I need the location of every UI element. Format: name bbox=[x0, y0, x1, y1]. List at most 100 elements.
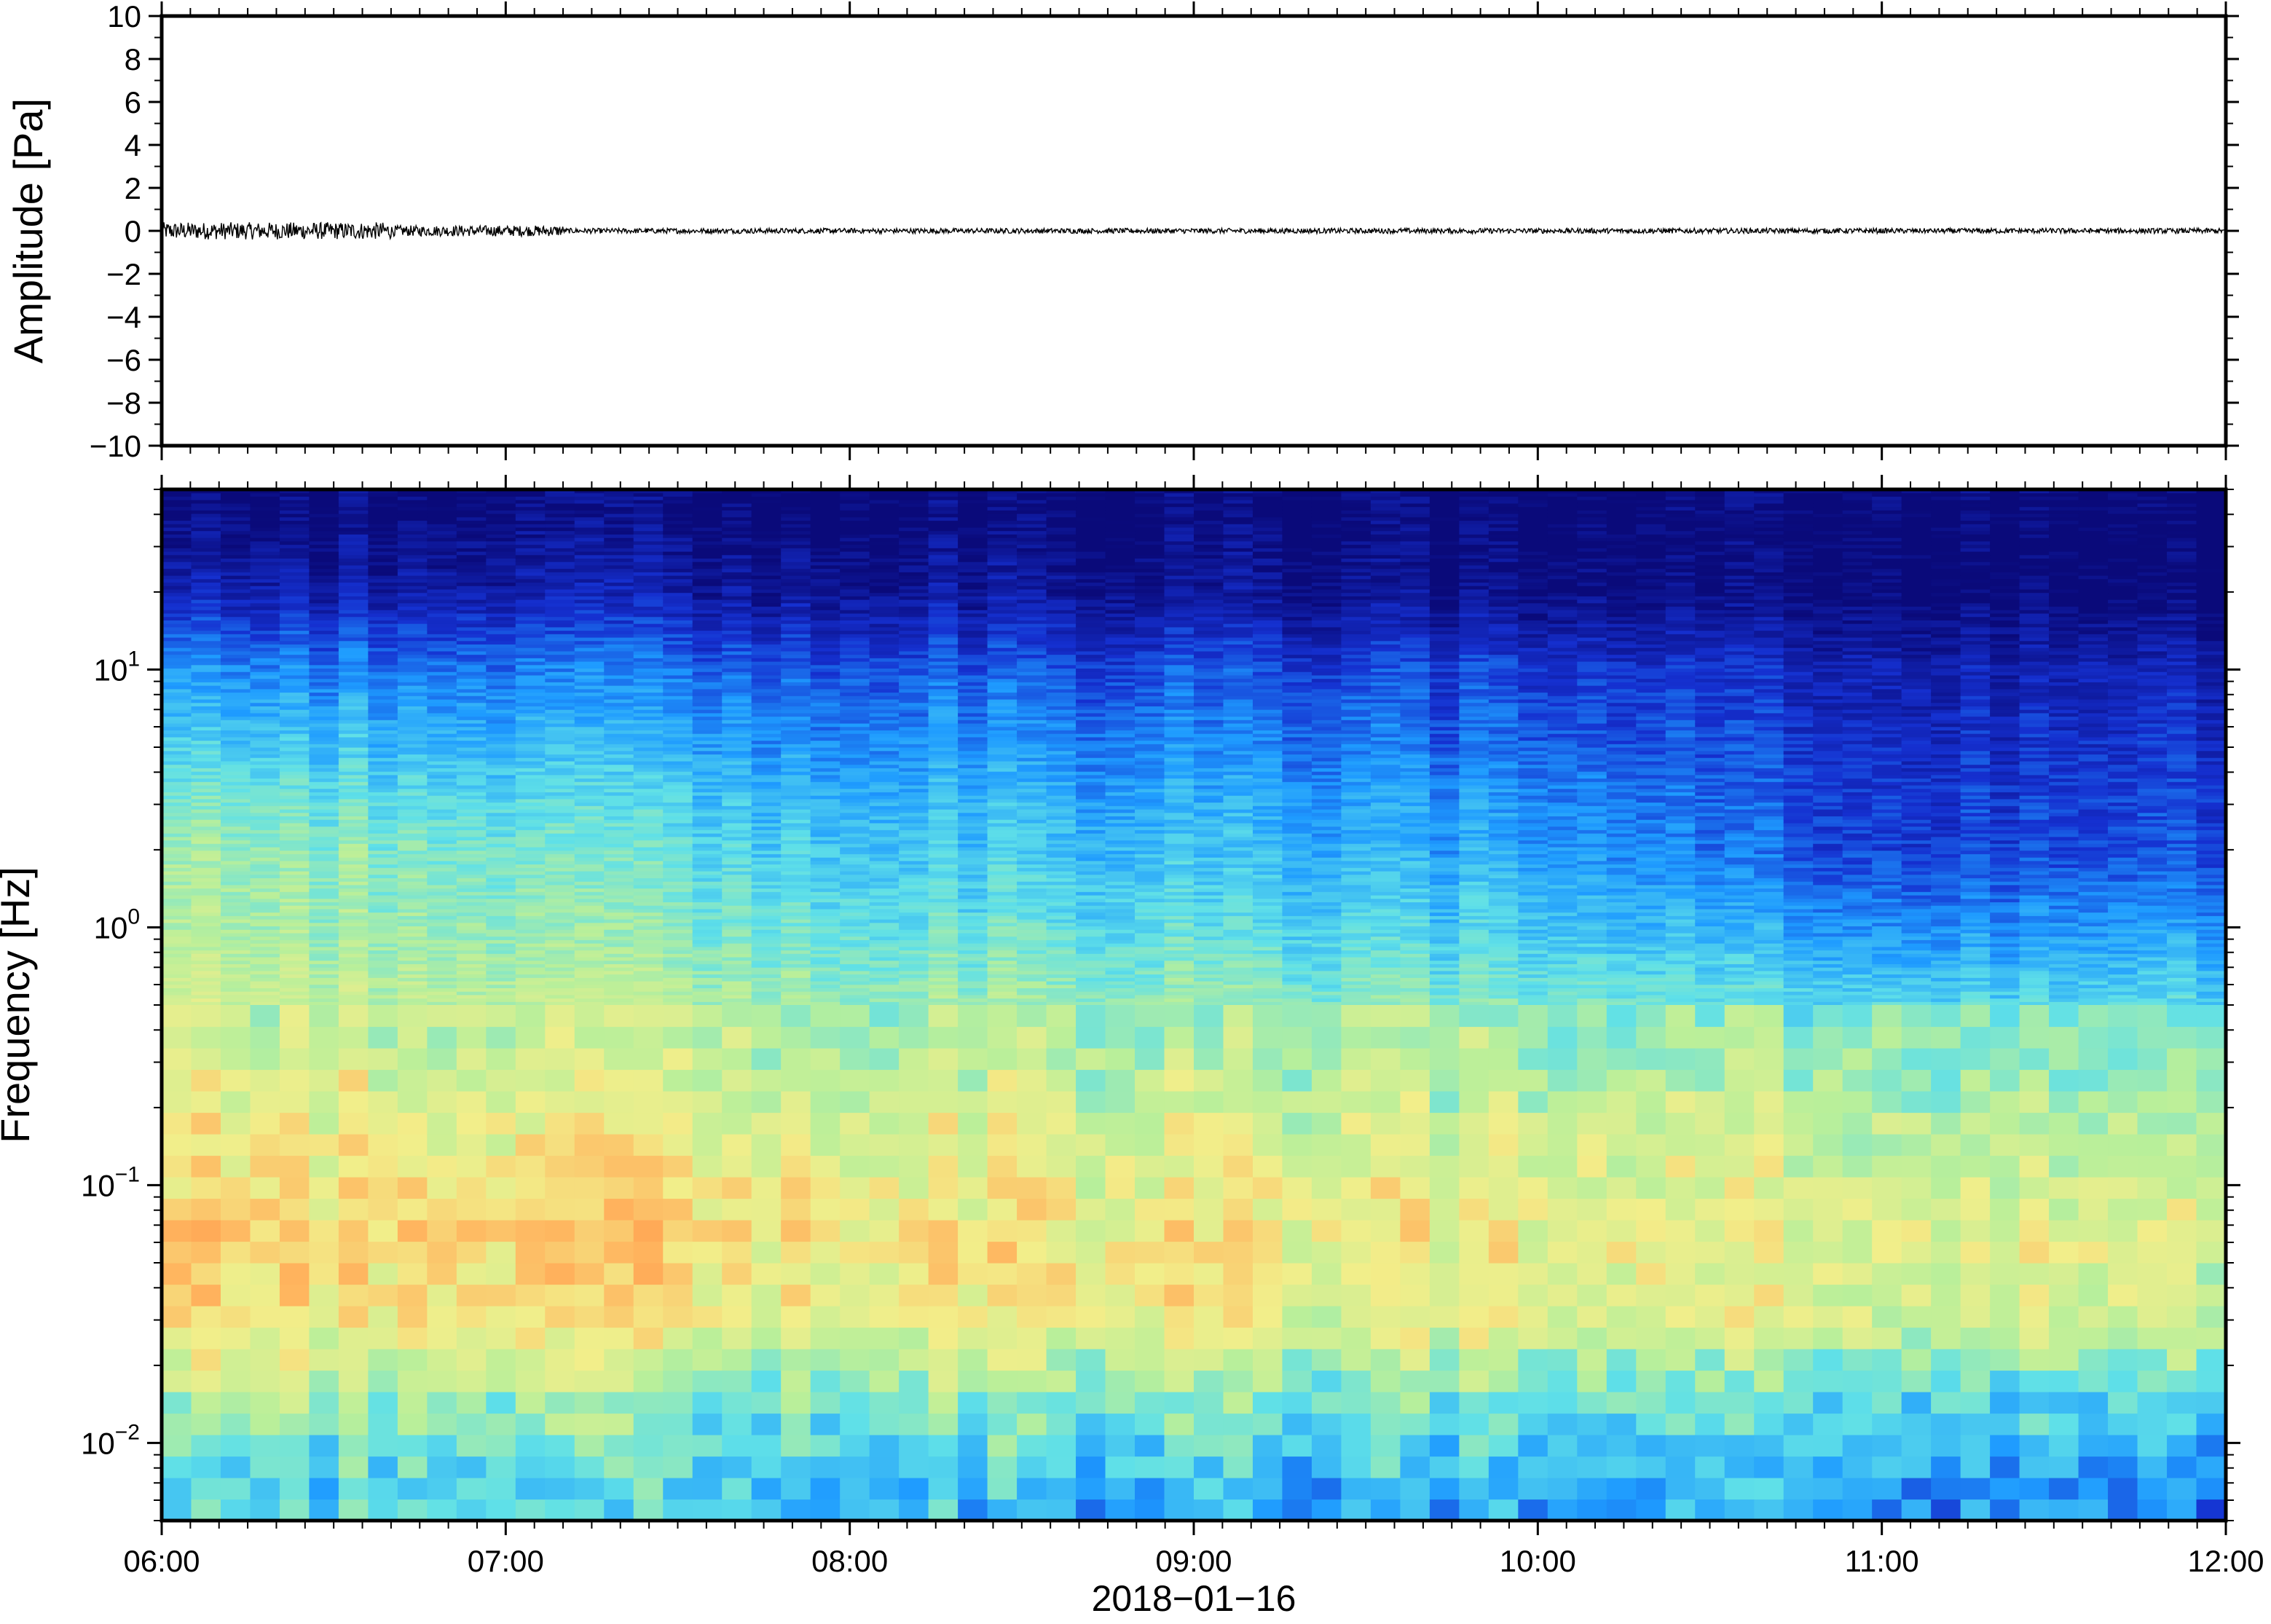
spectrogram-cell bbox=[279, 998, 310, 1002]
spectrogram-cell bbox=[427, 1112, 457, 1135]
spectrogram-cell bbox=[456, 610, 487, 614]
spectrogram-cell bbox=[279, 1198, 310, 1221]
spectrogram-cell bbox=[633, 740, 664, 744]
spectrogram-cell bbox=[545, 956, 575, 961]
spectrogram-cell bbox=[220, 1370, 251, 1392]
spectrogram-cell bbox=[456, 1177, 487, 1199]
spectrogram-cell bbox=[751, 513, 782, 518]
spectrogram-cell bbox=[633, 1069, 664, 1092]
spectrogram-cell bbox=[663, 1048, 693, 1071]
spectrogram-cell bbox=[958, 829, 988, 834]
spectrogram-cell bbox=[633, 716, 664, 720]
spectrogram-cell bbox=[899, 496, 929, 500]
spectrogram-cell bbox=[338, 1177, 369, 1199]
spectrogram-cell bbox=[191, 554, 221, 559]
spectrogram-cell bbox=[810, 870, 841, 875]
spectrogram-cell bbox=[869, 740, 900, 744]
spectrogram-cell bbox=[309, 554, 339, 559]
spectrogram-cell bbox=[810, 822, 841, 827]
spectrogram-cell bbox=[574, 898, 605, 902]
spectrogram-cell bbox=[928, 740, 959, 744]
spectrogram-cell bbox=[722, 602, 752, 607]
spectrogram-cell bbox=[604, 661, 634, 666]
spectrogram-cell bbox=[456, 891, 487, 896]
spectrogram-cell bbox=[840, 750, 870, 755]
spectrogram-cell bbox=[279, 792, 310, 796]
spectrogram-cell bbox=[958, 750, 988, 755]
spectrogram-cell bbox=[751, 489, 782, 494]
spectrogram-cell bbox=[574, 970, 605, 975]
spectrogram-cell bbox=[781, 513, 811, 518]
spectrogram-cell bbox=[220, 650, 251, 655]
spectrogram-cell bbox=[220, 640, 251, 645]
spectrogram-cell bbox=[220, 771, 251, 776]
spectrogram-cell bbox=[220, 678, 251, 682]
spectrogram-cell bbox=[397, 602, 428, 607]
spectrogram-cell bbox=[899, 736, 929, 741]
spectrogram-cell bbox=[781, 612, 811, 618]
spectrogram-cell bbox=[456, 860, 487, 865]
spectrogram-cell bbox=[515, 709, 546, 714]
spectrogram-cell bbox=[368, 1370, 398, 1392]
spectrogram-cell bbox=[220, 736, 251, 741]
spectrogram-cell bbox=[751, 500, 782, 504]
spectrogram-cell bbox=[368, 991, 398, 996]
spectrogram-cell bbox=[899, 524, 929, 528]
spectrogram-cell bbox=[928, 988, 959, 992]
spectrogram-cell bbox=[574, 1112, 605, 1135]
spectrogram-cell bbox=[633, 798, 664, 803]
spectrogram-cell bbox=[781, 650, 811, 655]
spectrogram-cell bbox=[220, 998, 251, 1002]
spectrogram-cell bbox=[928, 829, 959, 834]
spectrogram-cell bbox=[545, 970, 575, 975]
spectrogram-cell bbox=[162, 881, 192, 886]
spectrogram-cell bbox=[869, 902, 900, 906]
spectrogram-cell bbox=[810, 936, 841, 940]
spectrogram-cell bbox=[810, 644, 841, 648]
spectrogram-cell bbox=[368, 974, 398, 978]
spectrogram-cell bbox=[781, 840, 811, 844]
spectrogram-cell bbox=[368, 908, 398, 913]
spectrogram-cell bbox=[692, 534, 723, 538]
spectrogram-cell bbox=[191, 929, 221, 934]
spectrogram-cell bbox=[456, 1091, 487, 1113]
spectrogram-cell bbox=[781, 492, 811, 497]
spectrogram-cell bbox=[869, 980, 900, 985]
spectrogram-cell bbox=[604, 1478, 634, 1500]
spectrogram-cell bbox=[486, 867, 516, 872]
spectrogram-cell bbox=[722, 1306, 752, 1328]
spectrogram-cell bbox=[722, 867, 752, 872]
spectrogram-cell bbox=[899, 582, 929, 586]
spectrogram-cell bbox=[928, 805, 959, 810]
spectrogram-cell bbox=[810, 688, 841, 693]
spectrogram-cell bbox=[309, 592, 339, 596]
spectrogram-cell bbox=[486, 939, 516, 944]
spectrogram-cell bbox=[427, 860, 457, 865]
spectrogram-cell bbox=[486, 998, 516, 1002]
spectrogram-cell bbox=[840, 582, 870, 586]
spectrogram-cell bbox=[663, 1220, 693, 1242]
spectrogram-cell bbox=[604, 836, 634, 841]
spectrogram-cell bbox=[604, 812, 634, 816]
spectrogram-cell bbox=[545, 805, 575, 810]
spectrogram-cell bbox=[279, 630, 310, 634]
spectrogram-cell bbox=[456, 716, 487, 720]
spectrogram-cell bbox=[486, 688, 516, 693]
spectrogram-cell bbox=[338, 709, 369, 714]
spectrogram-cell bbox=[781, 1220, 811, 1242]
spectrogram-cell bbox=[574, 588, 605, 594]
spectrogram-cell bbox=[220, 740, 251, 744]
spectrogram-cell bbox=[663, 1499, 693, 1521]
spectrogram-cell bbox=[486, 716, 516, 720]
spectrogram-cell bbox=[191, 530, 221, 535]
spectrogram-cell bbox=[279, 808, 310, 813]
spectrogram-cell bbox=[220, 747, 251, 752]
spectrogram-cell bbox=[486, 922, 516, 927]
spectrogram-cell bbox=[368, 599, 398, 604]
spectrogram-cell bbox=[869, 867, 900, 872]
spectrogram-cell bbox=[191, 606, 221, 610]
spectrogram-cell bbox=[810, 950, 841, 954]
spectrogram-cell bbox=[220, 671, 251, 676]
spectrogram-cell bbox=[840, 610, 870, 614]
spectrogram-cell bbox=[604, 912, 634, 916]
